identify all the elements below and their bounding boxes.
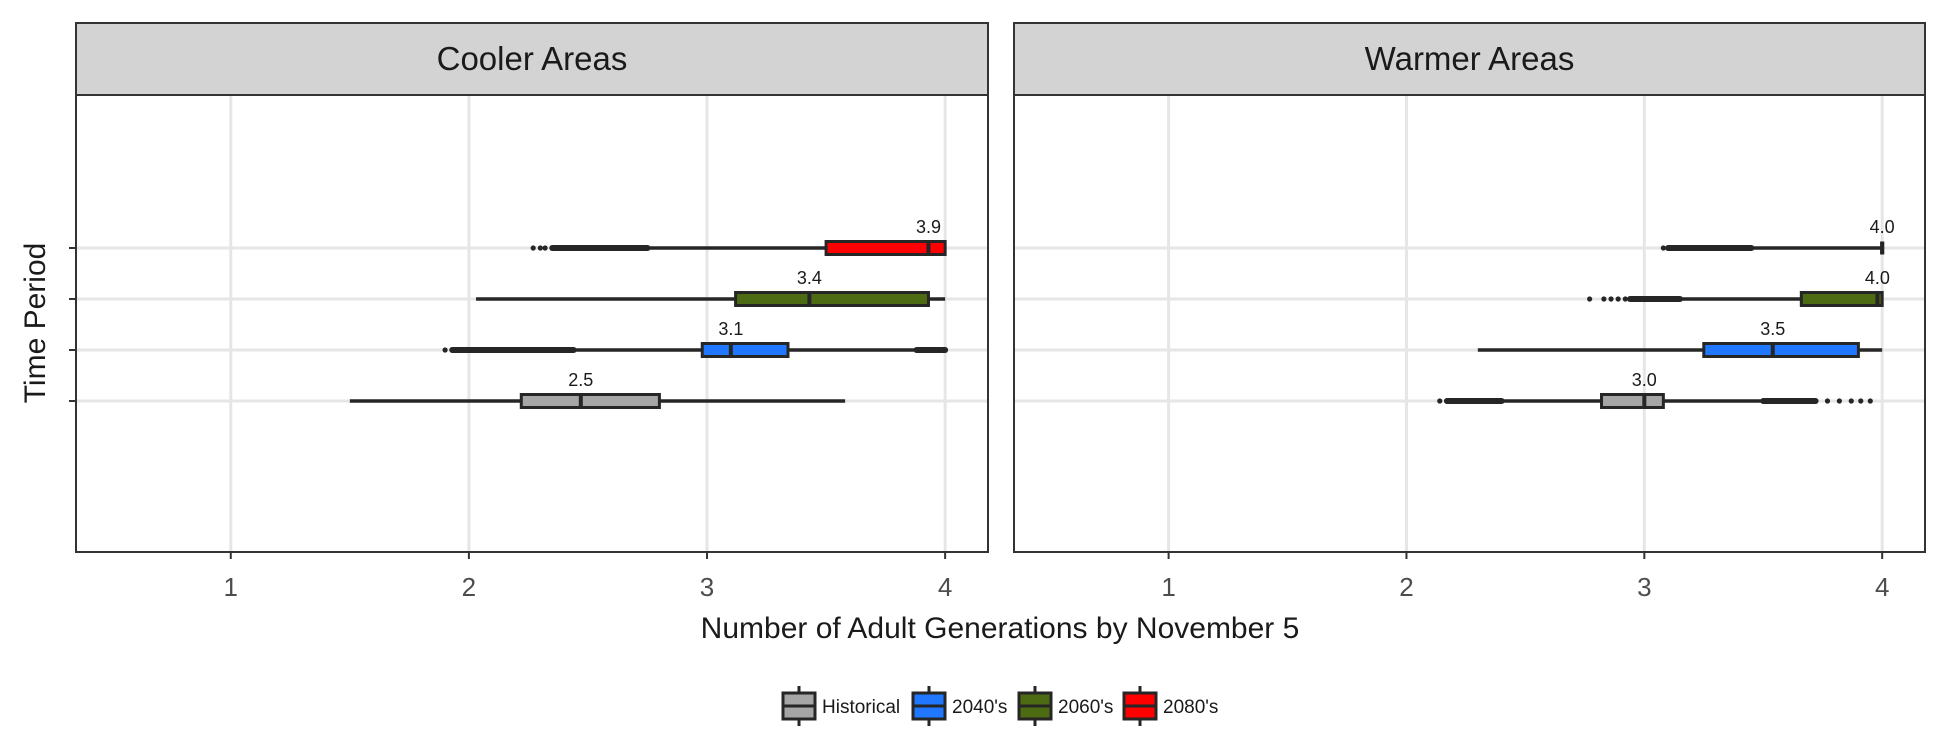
legend-label: 2040's xyxy=(952,697,1007,718)
outlier-point xyxy=(1608,296,1614,302)
panel-strip xyxy=(1013,22,1926,96)
panel-background xyxy=(1014,95,1925,552)
x-tick-label: 3 xyxy=(1637,572,1651,602)
x-tick-label: 4 xyxy=(1875,572,1889,602)
outlier-point xyxy=(442,347,448,353)
outlier-point xyxy=(1836,398,1842,404)
x-tick-label: 2 xyxy=(1399,572,1413,602)
box-value-label: 3.0 xyxy=(1632,370,1657,390)
box-value-label: 3.9 xyxy=(916,217,941,237)
panel-border xyxy=(1013,94,1926,553)
box-value-label: 3.5 xyxy=(1760,319,1785,339)
y-axis-title: Time Period xyxy=(19,243,52,404)
panel-title: Cooler Areas xyxy=(437,40,628,77)
box-value-label: 4.0 xyxy=(1865,268,1890,288)
box-iqr xyxy=(1600,393,1665,409)
x-tick-label: 3 xyxy=(700,572,714,602)
outlier-point xyxy=(1622,296,1628,302)
outlier-point xyxy=(542,245,548,251)
box-value-label: 3.4 xyxy=(797,268,822,288)
outlier-point xyxy=(1824,398,1831,404)
outlier-point xyxy=(530,245,536,251)
panel-title: Warmer Areas xyxy=(1365,40,1575,77)
outlier-point xyxy=(1848,398,1854,404)
legend-label: Historical xyxy=(822,697,900,718)
legend-label: 2080's xyxy=(1163,697,1218,718)
outlier-point xyxy=(1587,296,1593,302)
outlier-point xyxy=(1437,398,1443,404)
x-tick-label: 1 xyxy=(1161,572,1175,602)
outlier-point xyxy=(1858,398,1864,404)
box-iqr xyxy=(734,291,930,307)
panel-border xyxy=(75,94,989,553)
x-tick-label: 2 xyxy=(462,572,476,602)
box-iqr xyxy=(824,240,947,256)
outlier-point xyxy=(1615,296,1621,302)
x-axis-title: Number of Adult Generations by November … xyxy=(701,612,1300,645)
x-tick-label: 1 xyxy=(224,572,238,602)
legend-label: 2060's xyxy=(1058,697,1113,718)
x-tick-label: 4 xyxy=(938,572,952,602)
outlier-point xyxy=(1660,245,1666,251)
panel-background xyxy=(76,95,988,552)
box-value-label: 2.5 xyxy=(568,370,593,390)
outlier-point xyxy=(1867,398,1873,404)
box-iqr xyxy=(700,342,790,358)
panel-strip xyxy=(75,22,989,96)
box-iqr xyxy=(1702,342,1860,358)
outlier-point xyxy=(1601,296,1607,302)
box-iqr xyxy=(519,393,661,409)
box-iqr xyxy=(1799,291,1884,307)
box-value-label: 3.1 xyxy=(718,319,743,339)
box-value-label: 4.0 xyxy=(1870,217,1895,237)
outlier-point xyxy=(537,245,543,251)
